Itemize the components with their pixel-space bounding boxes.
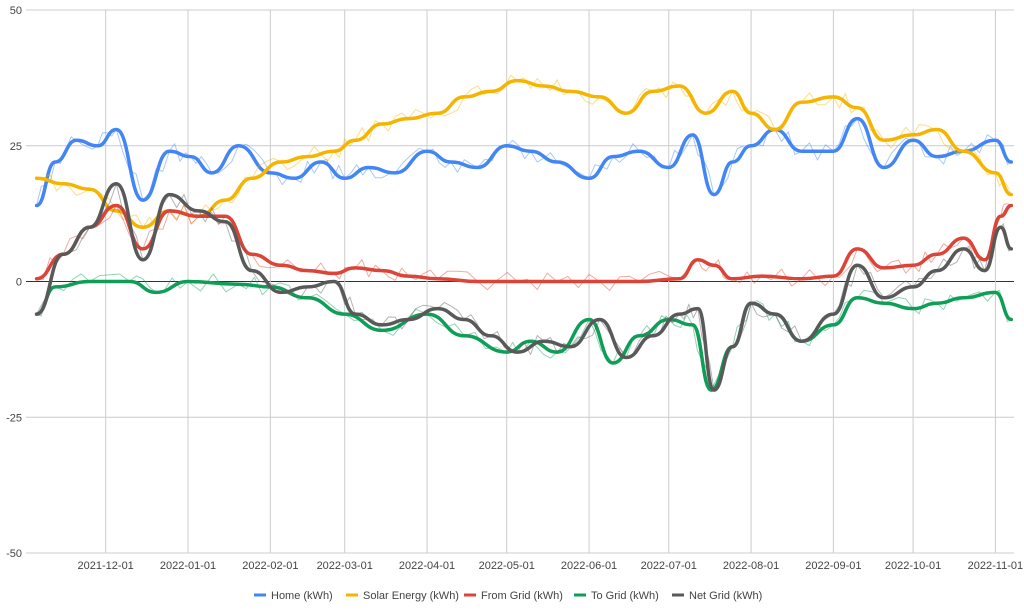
legend[interactable]: Home (kWh) Solar Energy (kWh) From Grid (k…: [254, 590, 762, 602]
legend-label: Solar Energy (kWh): [363, 590, 459, 602]
gridlines: [26, 9, 1014, 554]
series-daily-trace: [36, 118, 1012, 206]
legend-item[interactable]: To Grid (kWh): [574, 590, 659, 602]
y-tick-label: 50: [10, 5, 22, 17]
y-tick-label: 0: [16, 277, 22, 289]
x-tick-label: 2022-01-01: [160, 560, 216, 572]
series-trend-line: [34, 203, 1014, 284]
legend-item[interactable]: Net Grid (kWh): [672, 590, 762, 602]
series-daily-trace: [36, 74, 1012, 228]
series-trend-line: [34, 279, 1014, 392]
legend-label: Home (kWh): [271, 590, 333, 602]
x-tick-label: 2022-06-01: [561, 560, 617, 572]
series-trend-line: [34, 182, 1014, 392]
legend-item[interactable]: Home (kWh): [254, 590, 333, 602]
legend-item[interactable]: Solar Energy (kWh): [346, 590, 459, 602]
legend-label: Net Grid (kWh): [689, 590, 762, 602]
y-tick-label: -50: [6, 548, 22, 560]
y-axis: 50 25 0 -25 -50: [6, 5, 22, 560]
series-line-0: [34, 116, 1014, 208]
x-tick-label: 2022-07-01: [641, 560, 697, 572]
series-line-2: [34, 203, 1014, 291]
series-daily-trace: [36, 203, 1012, 291]
x-tick-label: 2022-11-01: [968, 560, 1023, 572]
y-tick-label: -25: [6, 412, 22, 424]
series-group: [34, 74, 1014, 392]
x-tick-label: 2022-02-01: [242, 560, 298, 572]
x-tick-label: 2022-05-01: [479, 560, 535, 572]
x-tick-label: 2022-10-01: [885, 560, 941, 572]
y-tick-label: 25: [10, 141, 22, 153]
x-tick-label: 2022-03-01: [317, 560, 373, 572]
legend-item[interactable]: From Grid (kWh): [464, 590, 563, 602]
x-axis: 2021-12-01 2022-01-01 2022-02-01 2022-03-01…: [78, 560, 1024, 572]
series-line-3: [34, 273, 1014, 392]
series-trend-line: [34, 116, 1014, 208]
series-line-4: [34, 182, 1014, 392]
legend-label: From Grid (kWh): [481, 590, 563, 602]
x-tick-label: 2022-09-01: [805, 560, 861, 572]
legend-label: To Grid (kWh): [591, 590, 659, 602]
series-daily-trace: [36, 183, 1012, 391]
series-daily-trace: [36, 273, 1012, 391]
x-tick-label: 2022-04-01: [399, 560, 455, 572]
x-tick-label: 2021-12-01: [78, 560, 134, 572]
x-tick-label: 2022-08-01: [723, 560, 779, 572]
